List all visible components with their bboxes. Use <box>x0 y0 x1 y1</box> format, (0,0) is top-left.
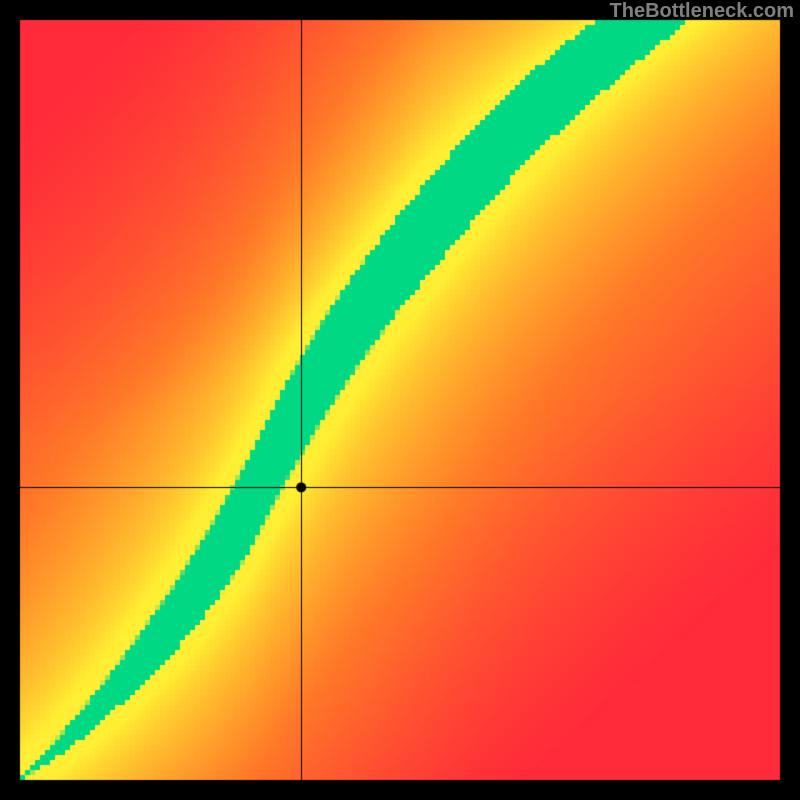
root: { "watermark": { "text": "TheBottleneck.… <box>0 0 800 800</box>
bottleneck-heatmap <box>0 0 800 800</box>
watermark-text: TheBottleneck.com <box>610 0 794 23</box>
